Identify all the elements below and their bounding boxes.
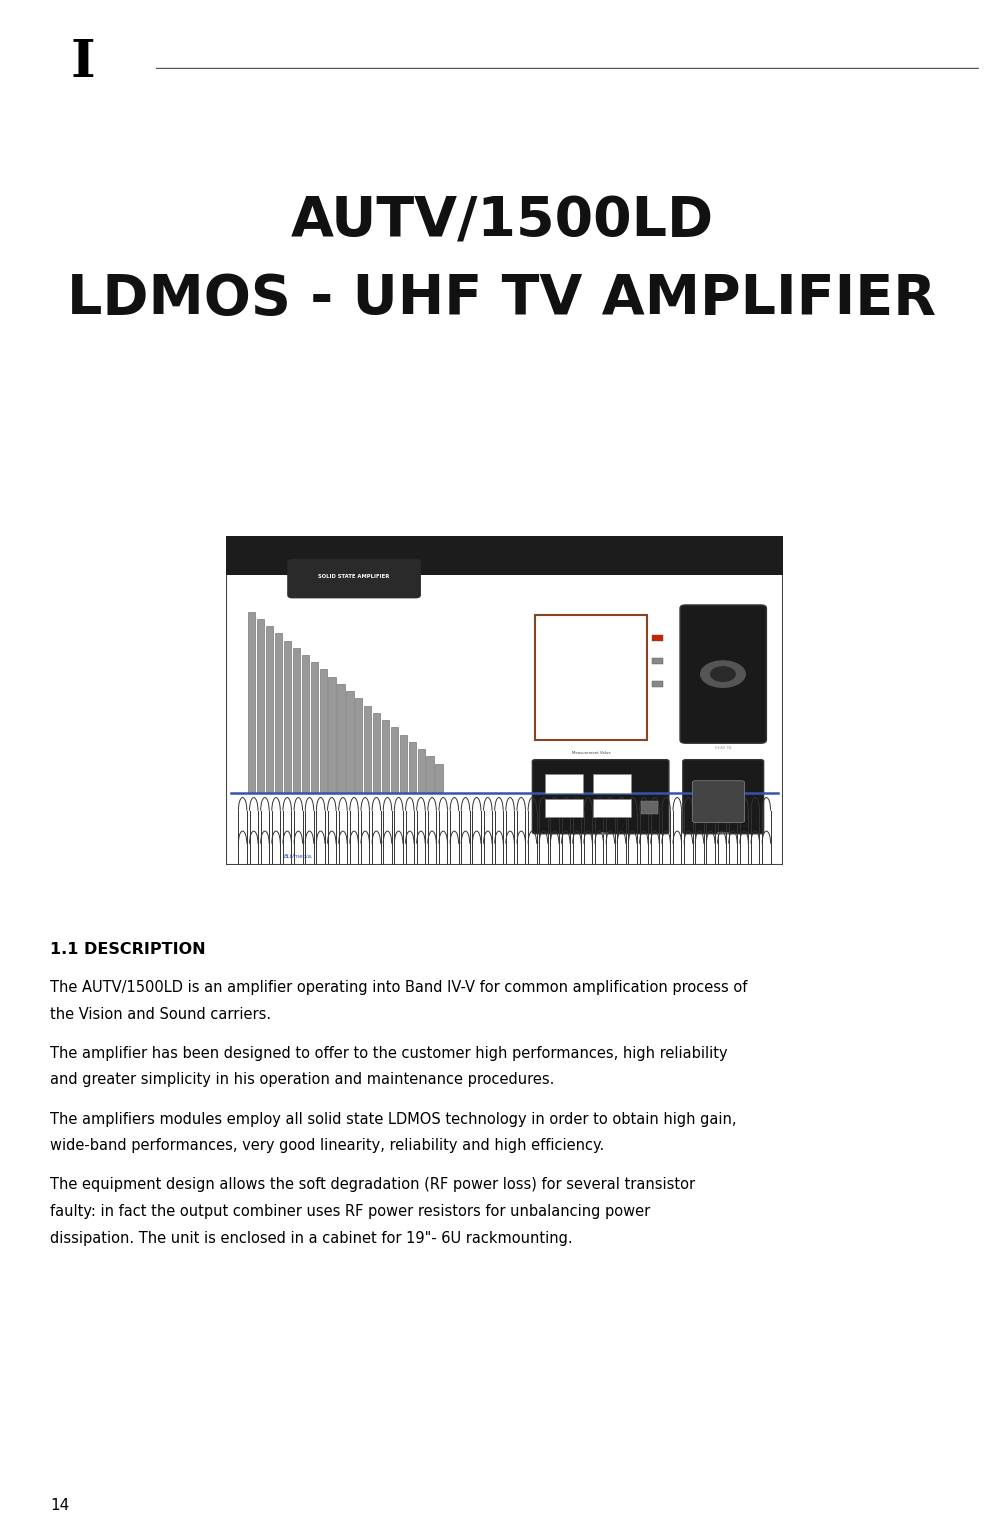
Bar	[652, 658, 663, 664]
FancyBboxPatch shape	[535, 615, 646, 739]
Bar	[337, 684, 344, 793]
Bar	[301, 655, 309, 793]
Bar	[293, 648, 300, 793]
FancyBboxPatch shape	[679, 605, 765, 743]
Bar	[266, 626, 273, 793]
Text: The AUTV/1500LD is an amplifier operating into Band IV-V for common amplificatio: The AUTV/1500LD is an amplifier operatin…	[50, 980, 747, 995]
Bar	[640, 801, 657, 814]
Bar	[417, 749, 424, 793]
Circle shape	[710, 668, 734, 681]
Bar	[284, 640, 291, 793]
FancyBboxPatch shape	[287, 559, 420, 599]
Bar	[435, 764, 442, 793]
Text: LDMOS - UHF TV AMPLIFIER: LDMOS - UHF TV AMPLIFIER	[67, 271, 936, 326]
Bar	[652, 681, 663, 687]
Text: REAR PA: REAR PA	[714, 746, 730, 750]
Bar	[319, 669, 326, 793]
Text: 14: 14	[50, 1497, 69, 1513]
Bar	[373, 713, 380, 793]
Bar	[544, 775, 582, 793]
Bar	[593, 775, 630, 793]
Bar	[355, 698, 362, 793]
Text: The amplifiers modules employ all solid state LDMOS technology in order to obtai: The amplifiers modules employ all solid …	[50, 1112, 736, 1127]
Bar	[544, 799, 582, 818]
FancyBboxPatch shape	[532, 759, 668, 834]
Bar	[248, 611, 255, 793]
Text: SOLID STATE AMPLIFIER: SOLID STATE AMPLIFIER	[318, 574, 389, 580]
Bar	[408, 743, 415, 793]
Bar	[426, 756, 433, 793]
Bar	[390, 727, 397, 793]
Circle shape	[700, 661, 744, 687]
Bar	[593, 799, 630, 818]
Text: faulty: in fact the output combiner uses RF power resistors for unbalancing powe: faulty: in fact the output combiner uses…	[50, 1205, 650, 1219]
Bar	[275, 634, 282, 793]
Bar	[328, 677, 335, 793]
Bar	[652, 635, 663, 641]
Text: RGU: RGU	[601, 831, 608, 836]
Bar	[364, 706, 371, 793]
FancyBboxPatch shape	[692, 781, 744, 822]
Bar	[346, 690, 353, 793]
Text: I: I	[70, 37, 95, 87]
FancyBboxPatch shape	[22, 8, 143, 129]
Text: wide-band performances, very good linearity, reliability and high efficiency.: wide-band performances, very good linear…	[50, 1139, 604, 1153]
Text: BLUmedia.: BLUmedia.	[283, 854, 313, 859]
Text: POWER: POWER	[716, 831, 729, 836]
Bar	[257, 619, 264, 793]
Text: AUTV/1500LD: AUTV/1500LD	[290, 194, 713, 250]
Text: the Vision and Sound carriers.: the Vision and Sound carriers.	[50, 1007, 271, 1021]
Bar	[310, 663, 318, 793]
Text: 1.1 DESCRIPTION: 1.1 DESCRIPTION	[50, 942, 206, 957]
Text: dissipation. The unit is enclosed in a cabinet for 19"- 6U rackmounting.: dissipation. The unit is enclosed in a c…	[50, 1231, 573, 1246]
Bar	[226, 536, 782, 576]
FancyBboxPatch shape	[682, 759, 763, 834]
FancyBboxPatch shape	[26, 15, 139, 127]
Text: The amplifier has been designed to offer to the customer high performances, high: The amplifier has been designed to offer…	[50, 1046, 727, 1061]
Bar	[399, 735, 406, 793]
Bar	[381, 720, 389, 793]
Text: Measurement Value: Measurement Value	[571, 752, 610, 755]
Text: The equipment design allows the soft degradation (RF power loss) for several tra: The equipment design allows the soft deg…	[50, 1177, 695, 1193]
Text: and greater simplicity in his operation and maintenance procedures.: and greater simplicity in his operation …	[50, 1073, 554, 1087]
